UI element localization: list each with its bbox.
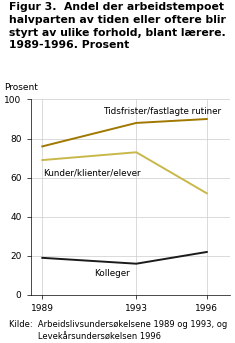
Text: Kolleger: Kolleger (94, 269, 130, 277)
Text: Tidsfrister/fastlagte rutiner: Tidsfrister/fastlagte rutiner (103, 107, 222, 116)
Text: Kunder/klienter/elever: Kunder/klienter/elever (43, 169, 141, 178)
Text: Prosent: Prosent (5, 83, 39, 92)
Text: Figur 3.  Andel der arbeidstempoet
halvparten av tiden eller oftere blir
styrt a: Figur 3. Andel der arbeidstempoet halvpa… (9, 2, 226, 50)
Text: Kilde:  Arbeidslivsundersøkelsene 1989 og 1993, og
           Levekårsundersøkel: Kilde: Arbeidslivsundersøkelsene 1989 og… (9, 320, 228, 341)
